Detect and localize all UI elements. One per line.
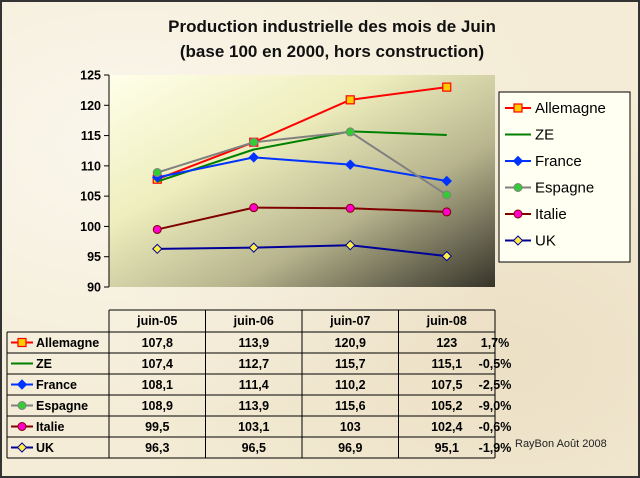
table-value-cell: 107,8 [142,336,173,350]
table-value-cell: 99,5 [145,420,169,434]
data-point [345,203,355,213]
legend-marker [512,155,524,167]
legend-label: France [535,153,582,170]
series-line-uk [157,244,447,258]
table-value-cell: 107,4 [142,357,173,371]
legend-label: UK [535,233,556,250]
table-row-label: Italie [36,420,65,434]
y-tick-label: 105 [80,190,101,204]
table-value-cell: 107,5 [431,378,462,392]
table-row-label: UK [36,441,54,455]
legend-marker [512,235,524,246]
table-value-cell: 95,1 [435,441,459,455]
y-tick-label: 90 [87,281,101,295]
chart-subtitle: (base 100 en 2000, hors construction) [179,42,485,61]
table-value-cell: 110,2 [335,378,366,392]
table-change-cell: -0,5% [479,357,512,371]
series-line-espagne [156,130,448,196]
table-header-cell: juin-06 [233,314,274,328]
table-value-cell: 108,9 [142,399,173,413]
table-value-cell: 96,3 [145,441,169,455]
legend-box [498,91,631,263]
table-legend-marker [17,422,27,431]
data-point [345,127,355,137]
data-point [442,82,452,92]
table-header-cell: juin-05 [136,314,177,328]
legend-label: Italie [535,206,567,223]
series-line-ze [156,130,447,183]
y-tick-label: 100 [80,220,101,234]
table-legend-marker [17,401,27,410]
table-change-cell: 1,7% [481,336,510,350]
table-value-cell: 115,1 [431,357,462,371]
table-value-cell: 112,7 [238,357,269,371]
legend-marker [513,209,523,219]
table-row-label: Espagne [36,399,88,413]
series-line-italie [157,206,447,231]
data-point [345,239,356,251]
data-point [249,137,259,147]
legend-marker [513,183,523,192]
data-point [152,243,163,255]
table-value-cell: 113,9 [238,399,269,413]
table-value-cell: 123 [436,336,457,350]
y-tick-label: 120 [80,99,101,113]
data-point [442,207,452,217]
table-change-cell: -0,6% [479,420,512,434]
series-line-france [157,156,447,182]
table-change-cell: -9,0% [479,399,512,413]
legend-label: Espagne [535,180,594,197]
data-point [152,224,162,234]
data-point [249,203,259,213]
table-header-cell: juin-07 [329,314,370,328]
series-line-allemagne [156,86,447,181]
data-point [248,242,259,253]
table-value-cell: 105,2 [431,399,462,413]
y-tick-label: 95 [87,250,101,264]
table-value-cell: 108,1 [142,378,173,392]
data-point [442,190,452,200]
y-tick-label: 115 [81,129,101,143]
table-change-cell: -2,5% [479,378,512,392]
table-row-label: France [36,378,77,392]
table-legend-marker [17,337,27,348]
table-legend-marker [16,442,28,453]
legend-label: Allemagne [535,100,606,117]
legend-label: ZE [535,127,554,144]
chart-title: Production industrielle des mois de Juin [168,17,496,36]
table-row-label: ZE [36,357,52,371]
table-value-cell: 96,5 [242,441,266,455]
table-value-cell: 113,9 [238,336,269,350]
y-tick-label: 110 [81,159,101,173]
table-value-cell: 115,7 [335,357,366,371]
y-tick-label: 125 [80,69,101,83]
table-change-cell: -1,9% [479,441,512,455]
table-legend-marker [16,379,28,390]
table-value-cell: 103,1 [238,420,269,434]
plot-area [109,75,495,287]
table-value-cell: 120,9 [335,336,366,350]
table-row-label: Allemagne [36,336,99,350]
credit-text: RayBon Août 2008 [515,438,607,450]
data-point [441,250,452,262]
data-point [152,168,162,178]
data-point [248,152,259,163]
data-point [441,175,452,187]
table-header-cell: juin-08 [426,314,467,328]
data-point [345,95,355,105]
table-value-cell: 96,9 [338,441,362,455]
table-value-cell: 102,4 [431,420,462,434]
data-point [345,159,356,170]
table-value-cell: 111,4 [239,378,269,392]
table-value-cell: 103 [340,420,361,434]
legend-marker [513,103,523,113]
table-value-cell: 115,6 [335,399,366,413]
